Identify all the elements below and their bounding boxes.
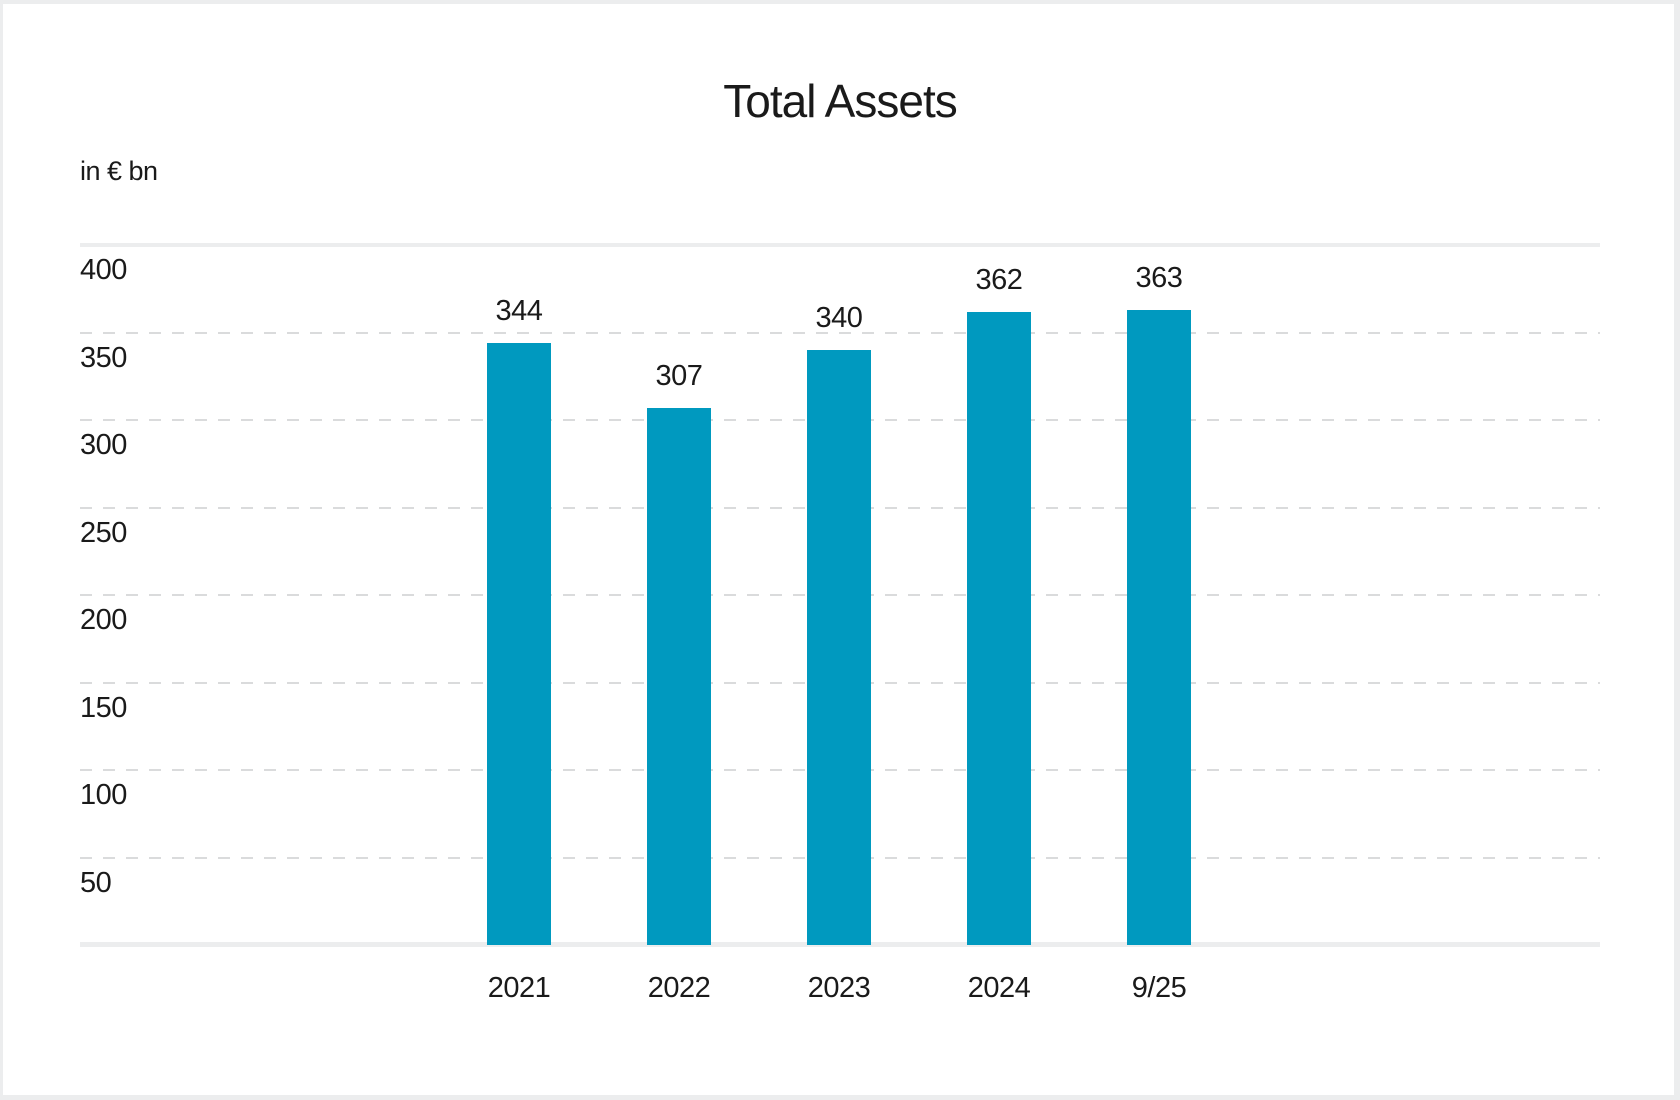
x-tick-label: 2024 bbox=[967, 972, 1031, 1004]
y-axis-unit-label: in € bn bbox=[80, 156, 158, 186]
bar-2024 bbox=[967, 311, 1031, 945]
bar-value-label: 362 bbox=[975, 263, 1023, 296]
bar-2021 bbox=[487, 343, 551, 945]
y-tick-label: 350 bbox=[80, 341, 127, 374]
y-tick-label: 250 bbox=[80, 516, 127, 549]
y-tick-label: 200 bbox=[80, 604, 127, 636]
x-tick-label: 9/25 bbox=[1131, 972, 1187, 1004]
bar-2023 bbox=[807, 350, 871, 945]
bar-2022 bbox=[647, 407, 711, 945]
x-tick-label: 2021 bbox=[487, 972, 551, 1004]
bar-9/25 bbox=[1127, 309, 1191, 945]
bar-value-label: 363 bbox=[1135, 261, 1183, 294]
x-tick-label: 2022 bbox=[647, 972, 711, 1004]
bar-value-label: 344 bbox=[495, 295, 543, 327]
y-tick-label: 150 bbox=[80, 691, 127, 724]
bar-value-label: 307 bbox=[655, 359, 703, 392]
y-tick-label: 300 bbox=[80, 429, 127, 461]
y-tick-label: 400 bbox=[80, 254, 127, 286]
x-tick-label: 2023 bbox=[807, 972, 871, 1004]
y-tick-label: 100 bbox=[80, 779, 127, 811]
gridline-400 bbox=[80, 243, 1600, 247]
bar-value-label: 340 bbox=[815, 302, 863, 334]
gridline-350 bbox=[80, 331, 1600, 334]
y-tick-label: 50 bbox=[80, 866, 112, 899]
chart-title: Total Assets bbox=[723, 75, 957, 127]
